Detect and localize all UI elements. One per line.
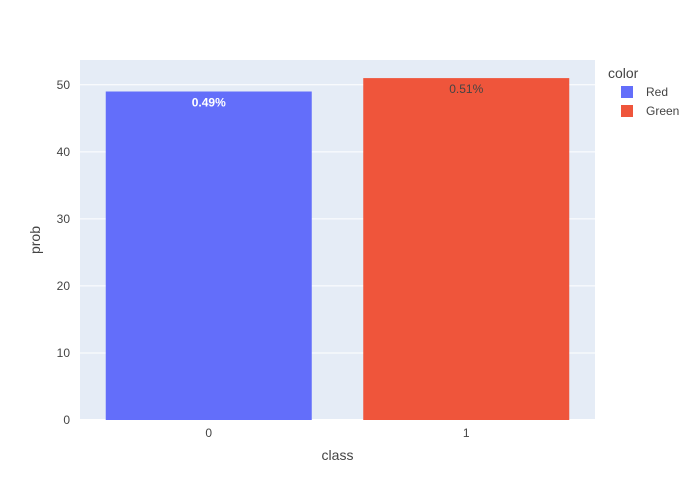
legend-item[interactable]: Red [621, 85, 668, 99]
legend-label: Green [646, 104, 679, 118]
legend-title: color [608, 65, 639, 81]
legend-label: Red [646, 85, 668, 99]
y-axis-ticks: 0 10 20 30 40 50 [57, 78, 71, 427]
x-axis-title: class [322, 447, 354, 463]
bars: 0.49% 0.51% [105, 78, 570, 421]
y-tick-label: 10 [57, 346, 71, 360]
y-tick-label: 20 [57, 279, 71, 293]
x-tick-label: 1 [463, 426, 470, 440]
y-axis-title: prob [27, 226, 43, 254]
bar-data-label: 0.49% [192, 96, 226, 110]
legend-swatch [621, 86, 633, 98]
legend[interactable]: color Red Green [608, 65, 679, 118]
bar[interactable] [105, 91, 312, 421]
y-tick-label: 30 [57, 212, 71, 226]
y-tick-label: 40 [57, 145, 71, 159]
legend-swatch [621, 105, 633, 117]
x-tick-label: 0 [205, 426, 212, 440]
bar[interactable] [363, 78, 570, 420]
bar-data-label: 0.51% [449, 82, 483, 96]
y-tick-label: 50 [57, 78, 71, 92]
y-tick-label: 0 [63, 413, 70, 427]
legend-item[interactable]: Green [621, 104, 679, 118]
